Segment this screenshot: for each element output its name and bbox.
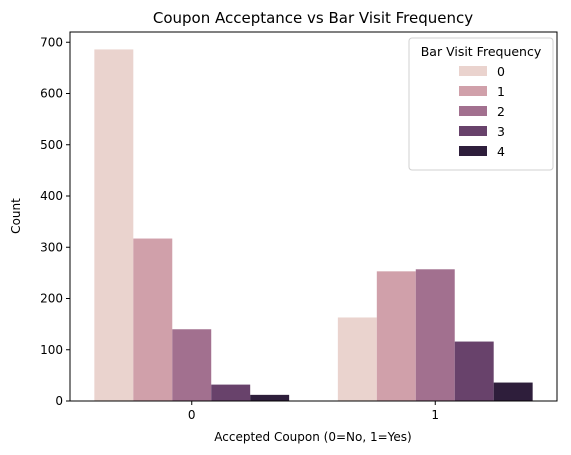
bar-series-2-category-0 (172, 329, 212, 401)
bar-series-0-category-1 (337, 317, 377, 401)
y-tick-label: 400 (40, 189, 63, 203)
bar-series-1-category-1 (376, 271, 416, 401)
legend-swatch-3 (459, 126, 487, 136)
y-tick-label: 0 (55, 394, 63, 408)
x-tick-label: 0 (188, 408, 196, 422)
legend-label-4: 4 (497, 144, 505, 159)
legend-label-3: 3 (497, 124, 505, 139)
legend-title: Bar Visit Frequency (421, 44, 542, 59)
y-axis-label: Count (9, 198, 23, 234)
legend-swatch-2 (459, 106, 487, 116)
bar-series-3-category-1 (454, 341, 494, 401)
y-tick-label: 700 (40, 35, 63, 49)
legend: Bar Visit Frequency 0 1 2 3 4 (408, 37, 554, 171)
bar-series-3-category-0 (211, 384, 251, 401)
chart-title: Coupon Acceptance vs Bar Visit Frequency (153, 9, 473, 27)
legend-frame (408, 37, 554, 171)
legend-label-2: 2 (497, 104, 505, 119)
legend-swatch-0 (459, 66, 487, 76)
bar-series-0-category-0 (94, 49, 134, 402)
bars-group (94, 49, 533, 402)
legend-items: 0 1 2 3 4 (459, 64, 505, 159)
bar-series-2-category-1 (415, 269, 455, 401)
y-tick-label: 300 (40, 240, 63, 254)
legend-swatch-4 (459, 146, 487, 156)
bar-series-4-category-1 (493, 382, 533, 401)
legend-swatch-1 (459, 86, 487, 96)
y-axis: 0 100 200 300 400 500 600 700 (40, 35, 70, 408)
y-tick-label: 500 (40, 138, 63, 152)
y-tick-label: 200 (40, 292, 63, 306)
x-tick-label: 1 (431, 408, 439, 422)
legend-label-1: 1 (497, 84, 505, 99)
y-tick-label: 600 (40, 87, 63, 101)
bar-series-1-category-0 (133, 238, 173, 401)
legend-label-0: 0 (497, 64, 505, 79)
bar-series-4-category-0 (250, 394, 290, 401)
x-axis-label: Accepted Coupon (0=No, 1=Yes) (214, 430, 411, 444)
plot-frame (69, 31, 558, 402)
y-tick-label: 100 (40, 343, 63, 357)
